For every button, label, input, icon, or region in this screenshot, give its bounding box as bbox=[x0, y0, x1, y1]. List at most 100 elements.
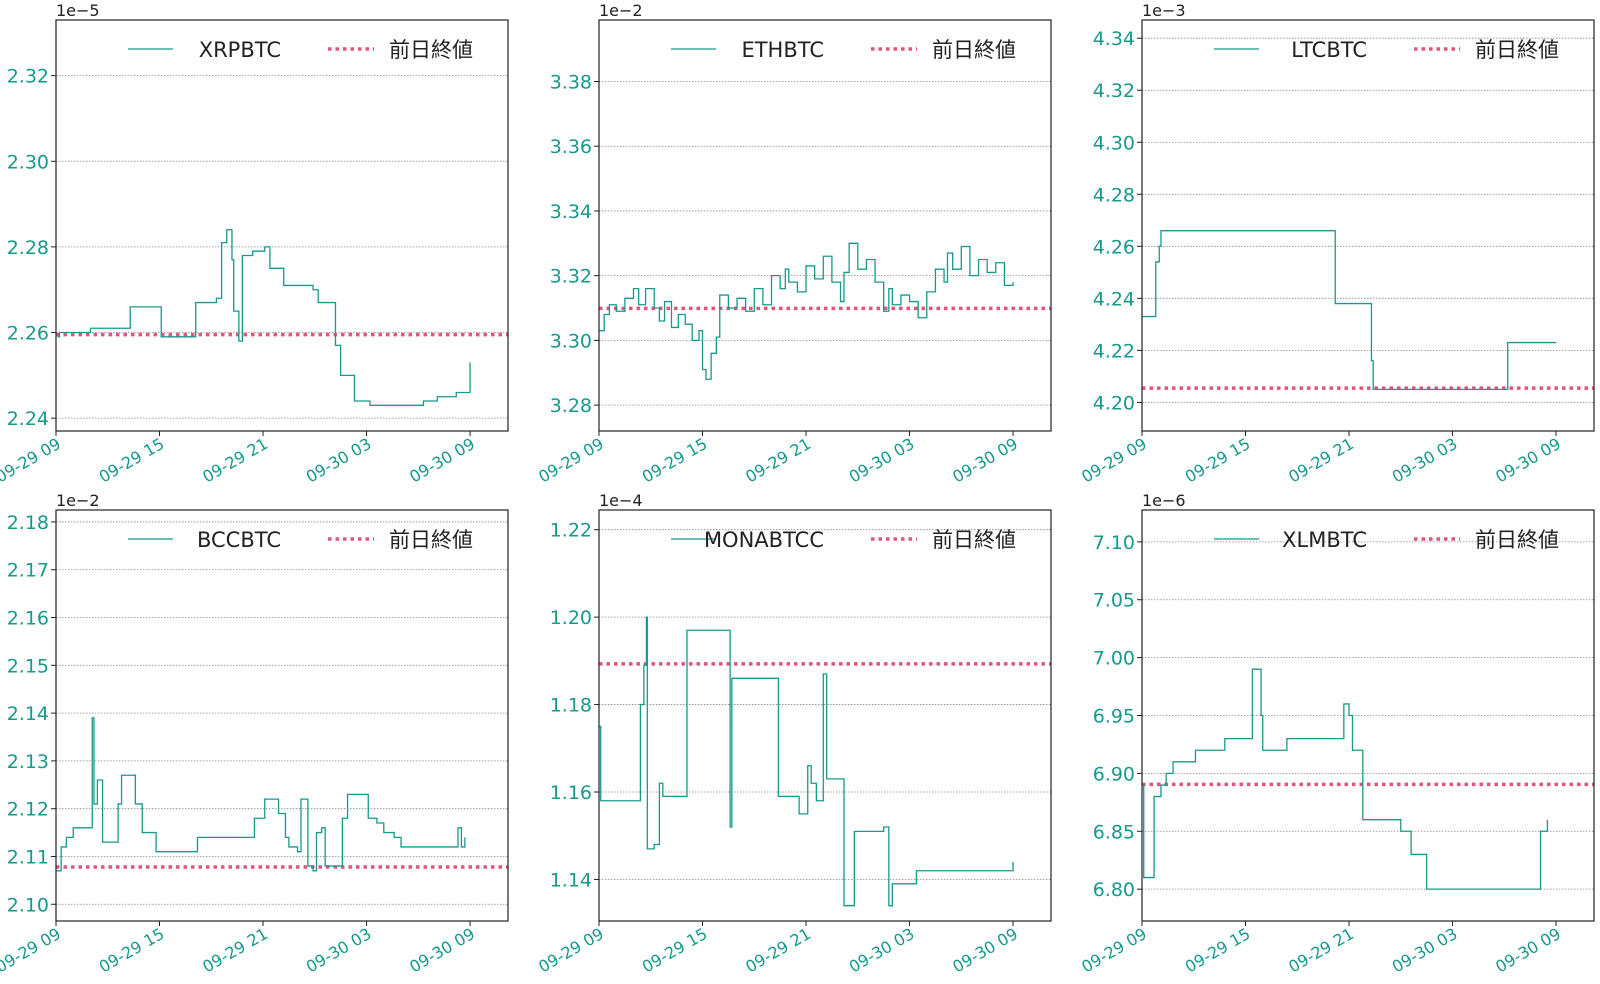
panel-xlmbtc: 6.80 6.85 6.90 6.95 7.00 7.05 7.10 09-29 09 09-2… bbox=[1078, 491, 1595, 976]
panel-ltcbtc: 4.20 4.22 4.24 4.26 4.28 4.30 4.32 4.34 09-29 09… bbox=[1078, 1, 1595, 486]
legend-label-series: MONABTCC bbox=[704, 528, 824, 552]
y-tick-label: 4.24 bbox=[1093, 288, 1135, 310]
y-tick-label: 1.16 bbox=[550, 782, 592, 804]
y-tick-label: 1.22 bbox=[550, 520, 592, 542]
x-tick-label: 09-30 09 bbox=[1492, 434, 1564, 486]
x-tick-label: 09-29 21 bbox=[742, 924, 814, 976]
x-tick-label: 09-29 21 bbox=[199, 924, 271, 976]
x-tick-label: 09-29 21 bbox=[1285, 434, 1357, 486]
legend-label-series: XRPBTC bbox=[199, 38, 281, 62]
legend-label-series: ETHBTC bbox=[741, 38, 824, 62]
panel-xrpbtc: 2.24 2.26 2.28 2.30 2.32 09-29 09 09-29 15 09-2… bbox=[0, 1, 509, 486]
x-tick-label: 09-30 09 bbox=[949, 924, 1021, 976]
legend-label-reference: 前日終値 bbox=[932, 528, 1016, 552]
axis-offset-label: 1e−5 bbox=[56, 1, 100, 20]
panel-ethbtc: 3.28 3.30 3.32 3.34 3.36 3.38 09-29 09 09-29 15… bbox=[535, 1, 1052, 486]
y-tick-label: 3.28 bbox=[550, 395, 592, 417]
axes-frame bbox=[55, 509, 509, 922]
x-tick-label: 09-30 03 bbox=[303, 924, 375, 976]
x-tick-label: 09-30 09 bbox=[406, 924, 478, 976]
x-tick-label: 09-30 03 bbox=[1389, 434, 1461, 486]
series-line bbox=[1142, 668, 1549, 890]
y-tick-label: 6.90 bbox=[1093, 763, 1135, 785]
series-line bbox=[599, 242, 1014, 380]
y-tick-label: 3.38 bbox=[550, 71, 592, 93]
y-tick-label: 6.85 bbox=[1093, 821, 1135, 843]
x-tick-label: 09-29 09 bbox=[1078, 924, 1150, 976]
series-line bbox=[57, 229, 471, 406]
x-tick-label: 09-30 09 bbox=[406, 434, 478, 486]
x-tick-label: 09-29 15 bbox=[1182, 924, 1254, 976]
axes-frame bbox=[598, 19, 1052, 432]
axes-frame bbox=[55, 19, 509, 432]
axis-offset-label: 1e−2 bbox=[599, 1, 643, 20]
x-tick-label: 09-29 21 bbox=[1285, 924, 1357, 976]
y-tick-label: 2.26 bbox=[7, 323, 49, 345]
x-tick-label: 09-29 21 bbox=[199, 434, 271, 486]
y-tick-label: 7.10 bbox=[1093, 532, 1135, 554]
y-tick-label: 4.32 bbox=[1093, 80, 1135, 102]
y-tick-label: 2.15 bbox=[7, 655, 49, 677]
x-tick-label: 09-29 15 bbox=[639, 924, 711, 976]
legend-label-series: LTCBTC bbox=[1291, 38, 1367, 62]
x-tick-label: 09-29 15 bbox=[639, 434, 711, 486]
series-line bbox=[599, 616, 1014, 907]
y-tick-label: 2.32 bbox=[7, 66, 49, 88]
x-tick-label: 09-29 15 bbox=[96, 434, 168, 486]
legend-label-series: XLMBTC bbox=[1282, 528, 1367, 552]
legend-label-reference: 前日終値 bbox=[389, 38, 473, 62]
legend-label-series: BCCBTC bbox=[197, 528, 281, 552]
y-tick-label: 6.95 bbox=[1093, 706, 1135, 728]
y-tick-label: 2.12 bbox=[7, 799, 49, 821]
y-tick-label: 6.80 bbox=[1093, 879, 1135, 901]
x-tick-label: 09-29 09 bbox=[535, 434, 607, 486]
y-tick-label: 2.18 bbox=[7, 512, 49, 534]
y-tick-label: 2.28 bbox=[7, 237, 49, 259]
y-tick-label: 2.14 bbox=[7, 703, 49, 725]
y-tick-label: 2.16 bbox=[7, 608, 49, 630]
axis-offset-label: 1e−4 bbox=[599, 491, 643, 510]
series-line bbox=[1142, 230, 1557, 391]
x-tick-label: 09-29 09 bbox=[535, 924, 607, 976]
panel-monabtcc: 1.14 1.16 1.18 1.20 1.22 09-29 09 09-29 15 09-2… bbox=[535, 491, 1052, 976]
y-tick-label: 1.18 bbox=[550, 695, 592, 717]
legend-label-reference: 前日終値 bbox=[1475, 528, 1559, 552]
y-tick-label: 2.11 bbox=[7, 846, 49, 868]
x-tick-label: 09-30 09 bbox=[1492, 924, 1564, 976]
y-tick-label: 7.00 bbox=[1093, 648, 1135, 670]
y-tick-label: 3.32 bbox=[550, 266, 592, 288]
y-tick-label: 2.13 bbox=[7, 751, 49, 773]
x-tick-label: 09-30 09 bbox=[949, 434, 1021, 486]
y-tick-label: 2.10 bbox=[7, 894, 49, 916]
x-tick-label: 09-29 09 bbox=[0, 924, 64, 976]
y-tick-label: 2.17 bbox=[7, 560, 49, 582]
y-tick-label: 4.20 bbox=[1093, 392, 1135, 414]
y-tick-label: 1.14 bbox=[550, 869, 592, 891]
y-tick-label: 7.05 bbox=[1093, 590, 1135, 612]
legend-label-reference: 前日終値 bbox=[1475, 38, 1559, 62]
x-tick-label: 09-30 03 bbox=[303, 434, 375, 486]
axes-frame bbox=[598, 509, 1052, 922]
axis-offset-label: 1e−2 bbox=[56, 491, 100, 510]
x-tick-label: 09-29 15 bbox=[1182, 434, 1254, 486]
y-tick-label: 1.20 bbox=[550, 607, 592, 629]
y-tick-label: 3.36 bbox=[550, 136, 592, 158]
x-tick-label: 09-30 03 bbox=[846, 434, 918, 486]
axes-frame bbox=[1141, 19, 1595, 432]
legend-label-reference: 前日終値 bbox=[389, 528, 473, 552]
axis-offset-label: 1e−3 bbox=[1142, 1, 1186, 20]
legend-label-reference: 前日終値 bbox=[932, 38, 1016, 62]
y-tick-label: 3.34 bbox=[550, 201, 592, 223]
series-line bbox=[56, 717, 466, 872]
y-tick-label: 2.30 bbox=[7, 151, 49, 173]
x-tick-label: 09-29 09 bbox=[0, 434, 64, 486]
x-tick-label: 09-30 03 bbox=[1389, 924, 1461, 976]
x-tick-label: 09-30 03 bbox=[846, 924, 918, 976]
x-tick-label: 09-29 15 bbox=[96, 924, 168, 976]
y-tick-label: 4.22 bbox=[1093, 340, 1135, 362]
y-tick-label: 2.24 bbox=[7, 408, 49, 430]
axes-frame bbox=[1141, 509, 1595, 922]
x-tick-label: 09-29 09 bbox=[1078, 434, 1150, 486]
y-tick-label: 4.34 bbox=[1093, 28, 1135, 50]
